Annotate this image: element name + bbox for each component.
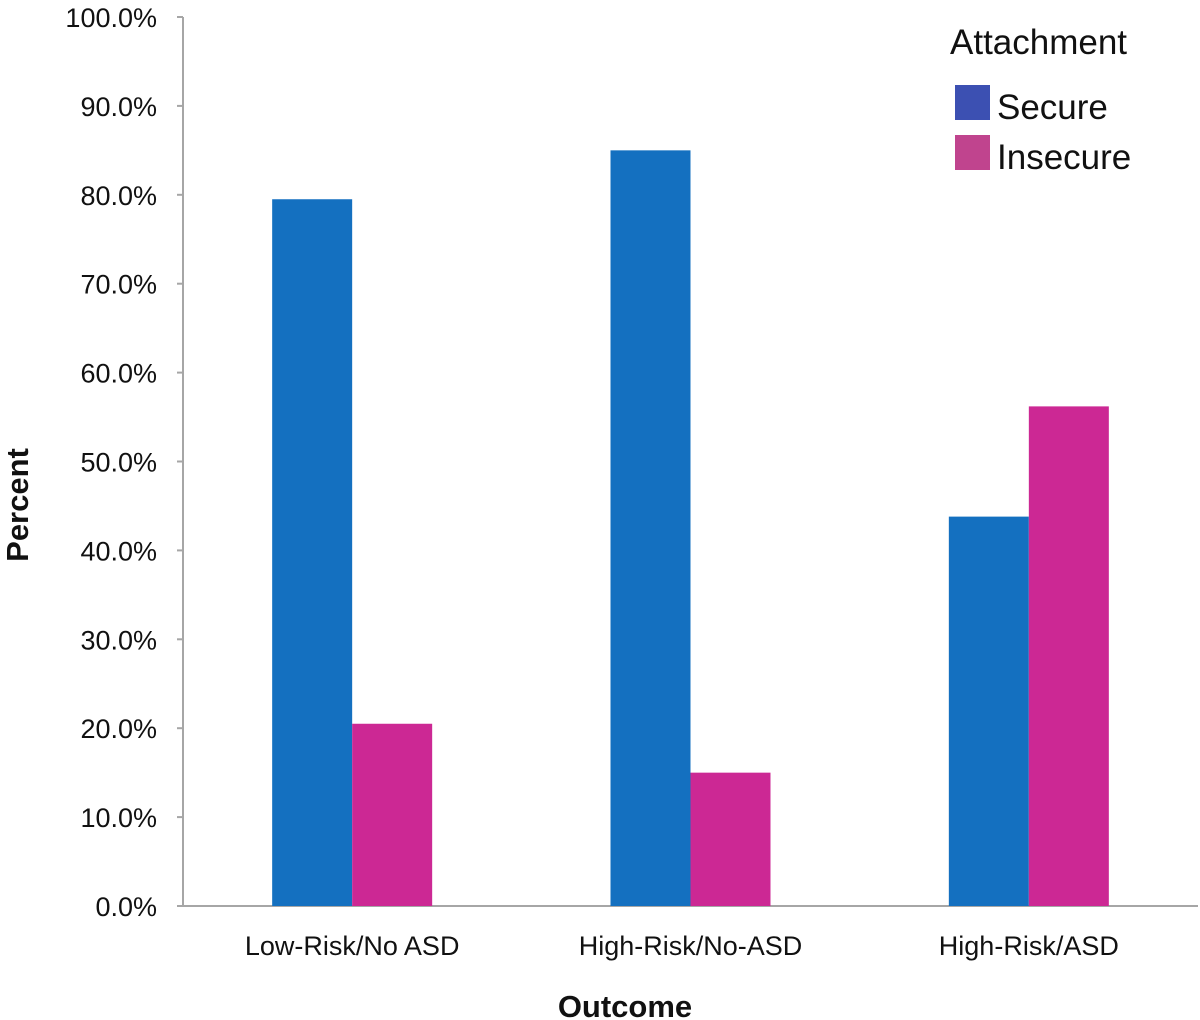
y-tick-label: 20.0% [80, 714, 157, 744]
y-tick-label: 90.0% [80, 92, 157, 122]
y-tick-label: 10.0% [80, 803, 157, 833]
x-tick-label: High-Risk/ASD [939, 931, 1119, 961]
legend-swatch-secure [955, 85, 990, 120]
legend-swatch-insecure [955, 135, 990, 170]
y-tick-label: 80.0% [80, 181, 157, 211]
legend-label-insecure: Insecure [997, 138, 1131, 177]
y-tick-label: 40.0% [80, 536, 157, 566]
bar-insecure-high-risk-asd [1028, 406, 1109, 906]
x-axis-title: Outcome [558, 989, 692, 1020]
y-axis-title: Percent [0, 448, 35, 562]
legend-title: Attachment [950, 23, 1127, 62]
bar-secure-low-risk-no-asd [272, 199, 353, 906]
legend-label-secure: Secure [997, 88, 1108, 127]
bars [272, 150, 1109, 907]
x-axis-tick-labels: Low-Risk/No ASD High-Risk/No-ASD High-Risk… [245, 931, 1119, 961]
y-tick-label: 60.0% [80, 359, 157, 389]
x-tick-label: Low-Risk/No ASD [245, 931, 460, 961]
legend: Attachment Secure Insecure [950, 23, 1131, 177]
y-axis-ticks: 0.0% 10.0% 20.0% 30.0% 40.0% 50.0% 60.0% 70.0% 8… [65, 3, 183, 922]
bar-secure-high-risk-no-asd [610, 150, 691, 907]
y-tick-label: 30.0% [80, 625, 157, 655]
x-tick-label: High-Risk/No-ASD [579, 931, 803, 961]
bar-insecure-high-risk-no-asd [690, 772, 771, 906]
y-tick-label: 50.0% [80, 448, 157, 478]
bar-insecure-low-risk-no-asd [352, 723, 433, 906]
y-tick-label: 70.0% [80, 270, 157, 300]
bar-secure-high-risk-asd [948, 516, 1029, 906]
y-tick-label: 0.0% [95, 892, 157, 922]
y-tick-label: 100.0% [65, 3, 157, 33]
